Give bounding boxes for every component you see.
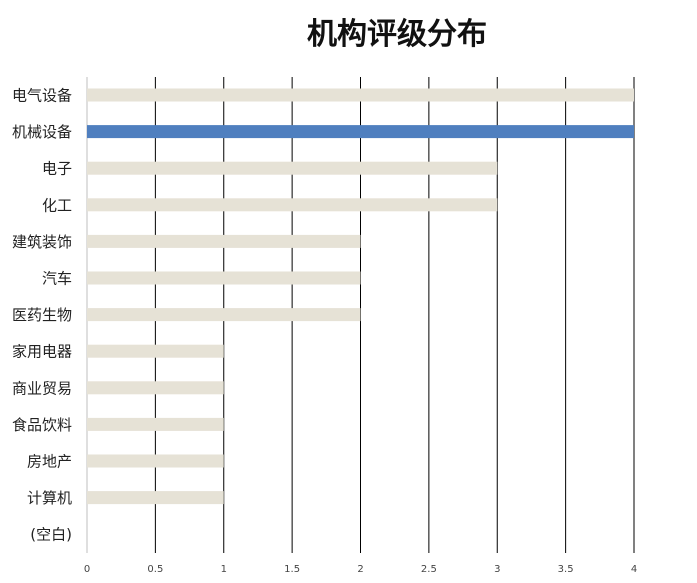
chart-title: 机构评级分布 [307, 17, 487, 52]
category-label: 计算机 [27, 489, 72, 507]
x-tick-label: 0.5 [147, 564, 163, 575]
x-tick-label: 1.5 [284, 564, 300, 575]
category-label: 汽车 [42, 270, 72, 288]
category-label: 商业贸易 [12, 379, 72, 397]
category-label: (空白) [30, 526, 72, 544]
x-tick-label: 0 [84, 564, 90, 575]
x-tick-label: 2.5 [421, 564, 437, 575]
bar [87, 125, 634, 139]
bars-group [87, 88, 634, 505]
bar [87, 161, 498, 175]
x-tick-label: 3 [494, 564, 500, 575]
category-label: 机械设备 [12, 123, 72, 141]
x-tick-label: 2 [357, 564, 363, 575]
bar [87, 271, 361, 285]
bar [87, 308, 361, 322]
category-label: 医药生物 [12, 306, 72, 324]
category-label: 家用电器 [12, 343, 72, 361]
bar [87, 88, 634, 102]
bar [87, 344, 224, 358]
bar [87, 417, 224, 431]
bar [87, 198, 498, 212]
category-label: 电气设备 [12, 87, 72, 105]
category-label: 建筑装饰 [12, 233, 72, 251]
x-tick-label: 4 [631, 564, 637, 575]
bar [87, 234, 361, 248]
category-label: 化工 [42, 196, 72, 214]
x-tick-label: 3.5 [558, 564, 574, 575]
bar [87, 381, 224, 395]
x-tick-labels: 0 0.5 1 1.5 2 2.5 3 3.5 4 [84, 564, 637, 575]
bar [87, 454, 224, 468]
category-label: 电子 [42, 160, 72, 178]
bar [87, 491, 224, 505]
category-label: 食品饮料 [12, 416, 72, 434]
category-labels: 电气设备机械设备电子化工建筑装饰汽车医药生物家用电器商业贸易食品饮料房地产计算机… [12, 87, 72, 544]
x-tick-label: 1 [221, 564, 227, 575]
category-label: 房地产 [27, 453, 72, 471]
